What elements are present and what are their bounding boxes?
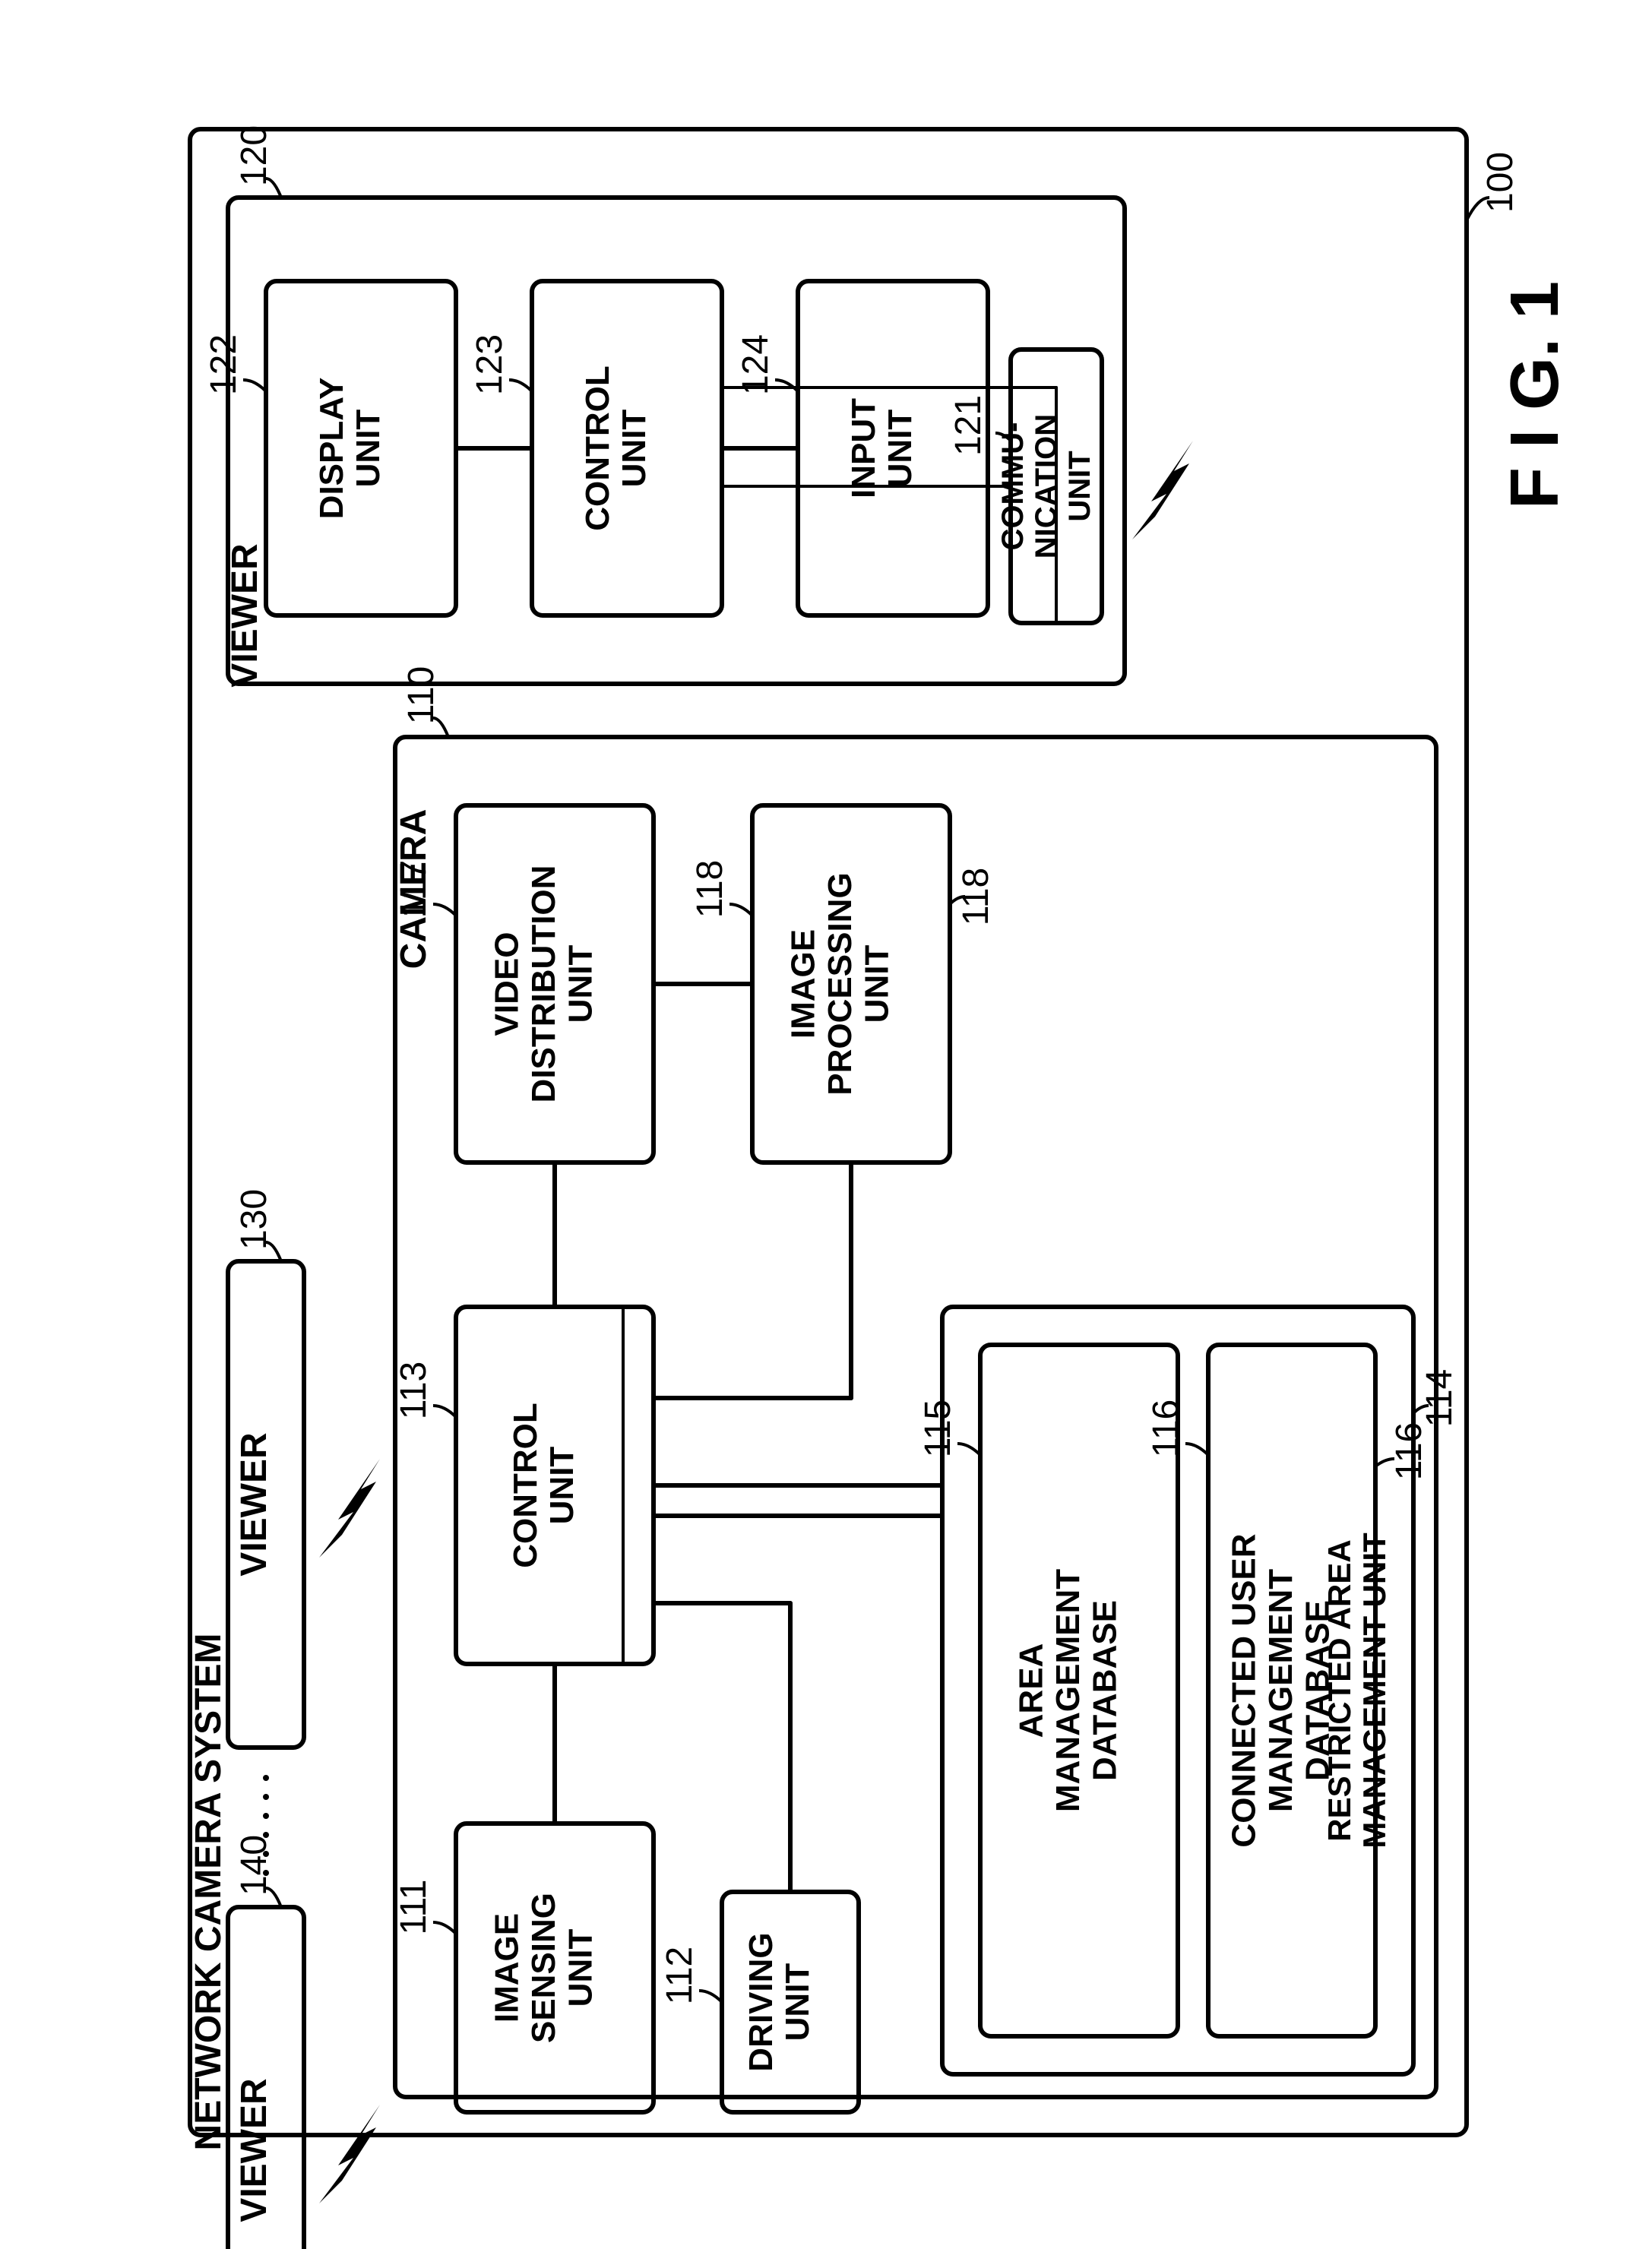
svg-text:113: 113 [394, 1362, 434, 1420]
svg-text:100: 100 [1480, 152, 1521, 213]
svg-text:112: 112 [660, 1947, 700, 2005]
svg-text:DATABASE: DATABASE [1299, 1600, 1336, 1781]
svg-text:SENSING: SENSING [525, 1893, 562, 2043]
svg-text:111: 111 [394, 1880, 434, 1935]
svg-text:MANAGEMENT: MANAGEMENT [1262, 1569, 1299, 1812]
svg-text:F I G. 1: F I G. 1 [1497, 281, 1573, 509]
svg-text:130: 130 [234, 1189, 274, 1250]
svg-text:UNIT: UNIT [858, 945, 895, 1023]
svg-text:DISPLAY: DISPLAY [313, 378, 350, 520]
svg-text:NICATION: NICATION [1030, 414, 1063, 558]
svg-text:INPUT: INPUT [845, 398, 882, 498]
svg-text:121: 121 [948, 395, 989, 456]
svg-text:PROCESSING: PROCESSING [821, 872, 859, 1095]
svg-text:118: 118 [690, 860, 730, 919]
svg-text:120: 120 [234, 125, 274, 186]
svg-text:UNIT: UNIT [881, 410, 919, 488]
svg-text:115: 115 [918, 1400, 958, 1458]
svg-text:IMAGE: IMAGE [785, 929, 822, 1039]
svg-text:DRIVING: DRIVING [742, 1932, 780, 2071]
svg-text:NETWORK CAMERA SYSTEM: NETWORK CAMERA SYSTEM [188, 1634, 229, 2151]
svg-text:110: 110 [401, 666, 441, 725]
svg-text:VIDEO: VIDEO [489, 932, 526, 1036]
svg-text:117: 117 [394, 860, 434, 919]
svg-text:116: 116 [1146, 1400, 1186, 1458]
svg-text:UNIT: UNIT [350, 410, 387, 488]
svg-text:122: 122 [204, 334, 244, 395]
svg-text:140: 140 [234, 1835, 274, 1896]
svg-text:123: 123 [470, 334, 510, 395]
svg-text:UNIT: UNIT [1063, 451, 1097, 521]
svg-text:UNIT: UNIT [779, 1963, 816, 2042]
svg-text:AREA: AREA [1013, 1643, 1050, 1738]
svg-text:CONNECTED USER: CONNECTED USER [1226, 1533, 1263, 1847]
svg-text:CONTROL: CONTROL [579, 365, 616, 531]
svg-text:VIEWER: VIEWER [234, 2078, 274, 2222]
svg-text:UNIT: UNIT [562, 1929, 599, 2007]
svg-text:VIEWER: VIEWER [225, 543, 265, 687]
svg-text:114: 114 [1419, 1369, 1460, 1428]
svg-text:UNIT: UNIT [562, 945, 599, 1023]
svg-text:UNIT: UNIT [543, 1447, 581, 1525]
svg-text:VIEWER: VIEWER [234, 1432, 274, 1576]
svg-text:CONTROL: CONTROL [507, 1403, 544, 1568]
svg-text:DATABASE: DATABASE [1086, 1600, 1123, 1781]
svg-text:116: 116 [1389, 1422, 1429, 1481]
svg-text:UNIT: UNIT [616, 410, 653, 488]
svg-text:IMAGE: IMAGE [489, 1913, 526, 2023]
svg-text:DISTRIBUTION: DISTRIBUTION [525, 865, 562, 1103]
svg-text:MANAGEMENT: MANAGEMENT [1049, 1569, 1087, 1812]
